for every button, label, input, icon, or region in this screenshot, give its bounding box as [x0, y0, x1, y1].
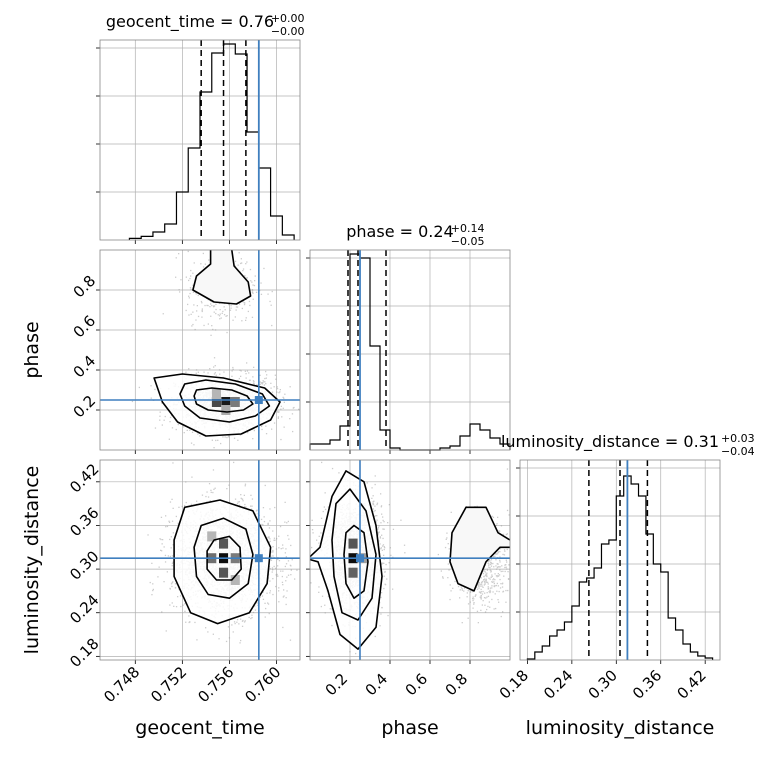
ytick-label-phase-1: 0.4	[70, 352, 100, 382]
pair-geocent_time-phase-injection-marker	[254, 396, 263, 404]
xtick-label-luminosity_distance-4: 0.42	[673, 666, 709, 702]
pair-phase-luminosity_distance-density-cell-2	[348, 567, 358, 578]
xtick-label-geocent_time-0: 0.748	[100, 663, 143, 706]
pair-geocent_time-luminosity_distance-contour-2	[173, 499, 272, 625]
hist-geocent_time-title: geocent_time = 0.76	[106, 12, 274, 32]
pair-geocent_time-luminosity_distance-density-cell-6	[230, 575, 240, 585]
pair-geocent_time-luminosity_distance-density-cell-2	[219, 567, 229, 578]
pair-geocent_time-luminosity_distance-contour-1	[193, 517, 254, 599]
xtick-label-phase-2: 0.6	[402, 670, 432, 700]
pair-geocent_time-phase-contour-2	[153, 373, 281, 437]
pair-geocent_time-luminosity_distance-contour-0	[206, 535, 242, 581]
xtick-label-geocent_time-3: 0.760	[241, 663, 284, 706]
xtick-label-luminosity_distance-3: 0.36	[629, 666, 665, 702]
pair-phase-luminosity_distance-frame	[309, 459, 511, 661]
pair-phase-luminosity_distance-contour-2	[310, 470, 383, 650]
pair-geocent_time-phase-contour-fill-secondary	[192, 250, 251, 304]
pair-geocent_time-luminosity_distance-density-cell-1	[219, 538, 229, 549]
xtick-label-geocent_time-1: 0.752	[147, 663, 190, 706]
ylabel-luminosity-distance: luminosity_distance	[21, 466, 43, 655]
ytick-label-luminosity_distance-4: 0.42	[66, 460, 102, 496]
pair-phase-luminosity_distance-contour-3	[449, 506, 510, 592]
xtick-label-phase-3: 0.8	[442, 670, 472, 700]
hist-luminosity_distance-frame	[519, 459, 721, 661]
pair-geocent_time-phase-density-cell-3	[221, 405, 231, 415]
hist-luminosity_distance-title: luminosity_distance = 0.31	[501, 432, 719, 452]
hist-phase-title: phase = 0.24	[346, 222, 453, 241]
ytick-label-phase-3: 0.8	[70, 272, 100, 302]
hist-geocent_time-title-main: geocent_time = 0.76	[106, 12, 274, 32]
pair-phase-luminosity_distance-contour-0	[343, 524, 369, 599]
pair-geocent_time-phase-frame	[99, 249, 301, 451]
xtick-label-geocent_time-2: 0.756	[194, 663, 237, 706]
pair-geocent_time-luminosity_distance-frame	[99, 459, 301, 661]
pair-geocent_time-phase-plot-area	[100, 250, 300, 450]
hist-phase-title-sub: −0.05	[451, 235, 485, 248]
hist-geocent_time-step	[128, 43, 295, 240]
ytick-label-luminosity_distance-2: 0.30	[66, 547, 102, 583]
hist-geocent_time-title-sub: −0.00	[271, 25, 305, 38]
ytick-label-luminosity_distance-3: 0.36	[66, 504, 102, 540]
hist-geocent_time-frame	[99, 39, 301, 241]
xtick-label-phase-1: 0.4	[362, 670, 392, 700]
pair-geocent_time-phase-density-cell-4	[211, 389, 221, 399]
hist-phase-title-main: phase = 0.24	[346, 222, 453, 241]
hist-geocent_time-title-sup: +0.00	[271, 12, 305, 25]
xlabel-luminosity_distance: luminosity_distance	[526, 717, 715, 739]
hist-phase-frame	[309, 249, 511, 451]
pair-geocent_time-phase-density-cell-0	[221, 397, 231, 407]
xtick-label-phase-0: 0.2	[322, 670, 352, 700]
pair-phase-luminosity_distance-plot-area	[310, 460, 510, 660]
pair-geocent_time-luminosity_distance-plot-area	[100, 460, 300, 660]
xtick-label-luminosity_distance-1: 0.24	[540, 666, 576, 702]
ytick-label-phase-2: 0.6	[70, 312, 100, 342]
pair-phase-luminosity_distance-contour-fill-2	[310, 470, 382, 650]
pair-phase-luminosity_distance-injection-marker	[356, 554, 364, 563]
pair-geocent_time-phase-density-cell-1	[211, 397, 221, 407]
hist-phase-step	[309, 253, 511, 451]
pair-phase-luminosity_distance-density-cell-1	[348, 538, 358, 549]
xtick-label-luminosity_distance-0: 0.18	[496, 666, 532, 702]
xlabel-geocent_time: geocent_time	[135, 717, 264, 739]
ylabel-phase: phase	[21, 321, 43, 378]
hist-phase-title-sup: +0.14	[451, 222, 485, 235]
ytick-label-luminosity_distance-0: 0.18	[66, 635, 102, 671]
ytick-label-phase-0: 0.2	[70, 392, 100, 422]
pair-geocent_time-phase-contour-0	[193, 387, 254, 413]
hist-luminosity_distance-title-sup: +0.03	[721, 432, 755, 445]
hist-luminosity_distance-title-sub: −0.04	[721, 445, 755, 458]
pair-geocent_time-phase-contour-1	[179, 379, 271, 423]
hist-luminosity_distance-title-main: luminosity_distance = 0.31	[501, 432, 719, 452]
pair-geocent_time-phase-contour-3	[192, 250, 252, 305]
pair-geocent_time-luminosity_distance-injection-marker	[254, 554, 263, 563]
ytick-label-luminosity_distance-1: 0.24	[66, 591, 102, 627]
pair-geocent_time-luminosity_distance-density-cell-5	[207, 531, 217, 542]
xlabel-phase: phase	[381, 717, 438, 739]
xtick-label-luminosity_distance-2: 0.30	[585, 666, 621, 702]
pair-geocent_time-phase-density-cell-2	[230, 397, 240, 407]
